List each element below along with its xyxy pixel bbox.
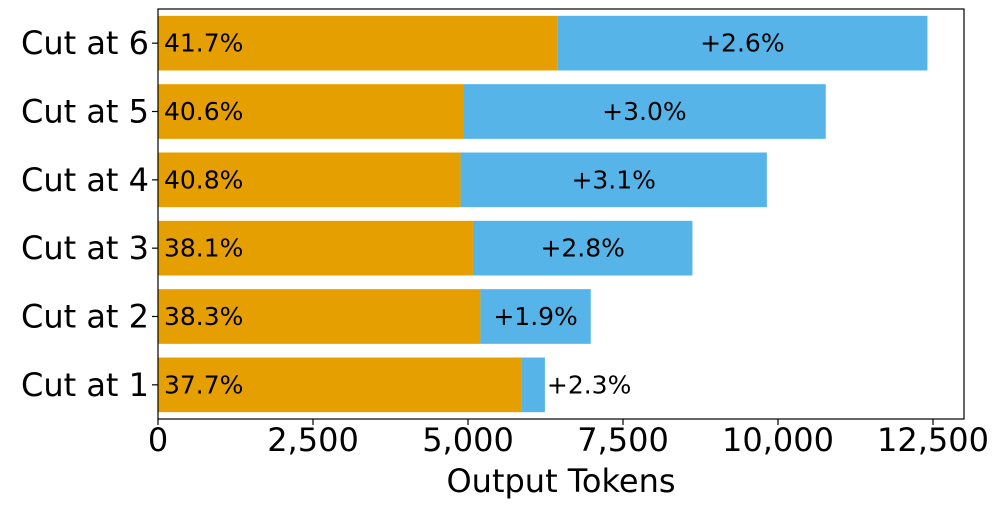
bar-increment-1 (521, 357, 545, 413)
bar-increment-label-1: +2.3% (547, 370, 631, 399)
bar-base-6 (158, 15, 558, 71)
bar-base-label-2: 38.3% (164, 302, 243, 331)
bar-base-label-3: 38.1% (164, 234, 243, 263)
x-axis-ticks: 0 2,500 5,000 7,500 10,000 12,500 (148, 419, 989, 459)
bar-increment-label-4: +3.1% (571, 165, 655, 194)
bars-group (158, 15, 928, 413)
y-tick-label-5: Cut at 5 (21, 93, 149, 131)
y-axis-ticks: Cut at 1 Cut at 2 Cut at 3 Cut at 4 Cut at 5… (21, 24, 158, 404)
x-tick-label-4: 7,500 (577, 421, 669, 459)
y-tick-label-1: Cut at 1 (21, 366, 149, 404)
bar-increment-label-6: +2.6% (700, 29, 784, 58)
bar-increment-4 (460, 152, 767, 208)
bar-increment-label-3: +2.8% (540, 234, 624, 263)
bar-base-label-1: 37.7% (164, 370, 243, 399)
bar-labels-group: 37.7% +2.3% 38.3% +1.9% 38.1% +2.8% 40.8% +3.1%… (164, 29, 785, 400)
y-tick-label-6: Cut at 6 (21, 24, 149, 62)
bar-increment-6 (557, 15, 928, 71)
bar-base-2 (158, 289, 481, 344)
bar-increment-label-2: +1.9% (493, 302, 577, 331)
y-tick-label-3: Cut at 3 (21, 229, 149, 267)
x-tick-label-2: 2,500 (267, 421, 359, 459)
y-tick-label-4: Cut at 4 (21, 161, 149, 199)
bar-base-3 (158, 220, 473, 276)
bar-base-label-6: 41.7% (164, 29, 243, 58)
bar-increment-3 (472, 220, 693, 276)
x-tick-label-1: 0 (148, 421, 168, 459)
bar-base-4 (158, 152, 461, 208)
bar-base-5 (158, 84, 464, 139)
y-tick-label-2: Cut at 2 (21, 298, 149, 336)
x-axis-title: Output Tokens (446, 462, 675, 500)
bar-increment-label-5: +3.0% (602, 97, 686, 126)
bar-increment-5 (463, 84, 826, 139)
x-tick-label-5: 10,000 (722, 421, 834, 459)
bar-base-1 (158, 357, 522, 413)
bar-base-label-5: 40.6% (164, 97, 243, 126)
x-tick-label-3: 5,000 (422, 421, 514, 459)
x-tick-label-6: 12,500 (877, 421, 989, 459)
bar-increment-2 (480, 289, 591, 344)
plot-area-frame (157, 8, 965, 420)
bar-base-label-4: 40.8% (164, 165, 243, 194)
